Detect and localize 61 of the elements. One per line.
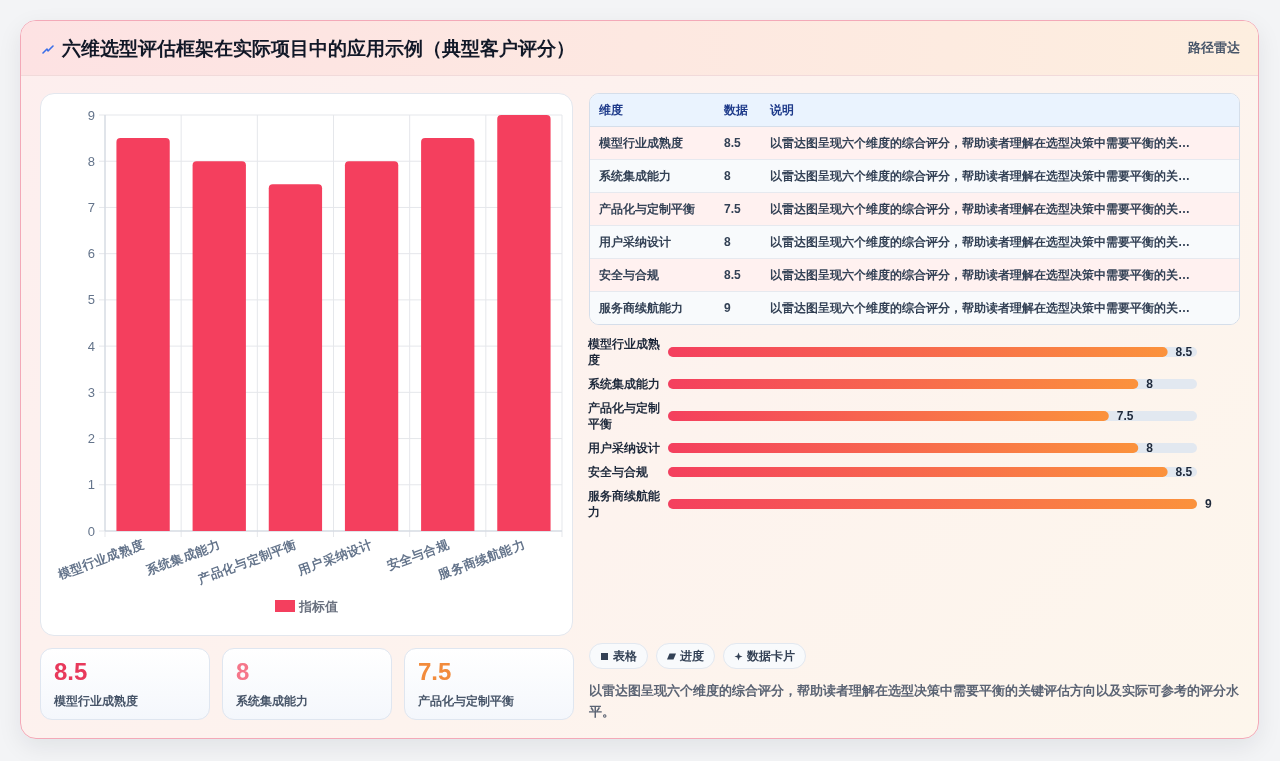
text: 数据 <box>724 102 748 118</box>
data-label: 9 <box>1205 496 1212 512</box>
category-label: 服务商续航能力 <box>599 300 683 316</box>
data-label: 9 <box>724 300 731 316</box>
y-tick-label: 4 <box>87 338 95 354</box>
category-label: 系统集成能力 <box>599 168 671 184</box>
bar <box>116 138 170 531</box>
data-label: 8 <box>1146 440 1153 456</box>
category-label: 用户采纳设计 <box>599 234 671 250</box>
text: 以雷达图呈现六个维度的综合评分，帮助读者理解在选型决策中需要平衡的关… <box>770 135 1190 151</box>
y-tick-label: 2 <box>87 431 95 447</box>
y-tick-label: 8 <box>87 153 95 169</box>
y-tick-label: 7 <box>87 199 95 215</box>
y-tick-label: 安全与合规 <box>588 464 649 480</box>
text: 产品化与定制平衡 <box>418 693 514 709</box>
text: 说明 <box>770 102 794 118</box>
text: 7.5 <box>418 658 452 686</box>
y-tick-label: 模型行业成熟度 <box>588 336 660 368</box>
y-tick-label: 3 <box>87 384 95 400</box>
text: 8.5 <box>54 658 88 686</box>
data-label: 8.5 <box>724 267 741 283</box>
legend-label: 指标值 <box>298 599 338 614</box>
y-tick-label: 产品化与定制平衡 <box>588 400 660 432</box>
data-label: 8 <box>724 234 731 250</box>
data-label: 8.5 <box>724 135 741 151</box>
text: 以雷达图呈现六个维度的综合评分，帮助读者理解在选型决策中需要平衡的关… <box>770 201 1190 217</box>
y-tick-label: 9 <box>87 107 95 123</box>
y-tick-label: 1 <box>87 477 95 493</box>
text: 表格 <box>613 649 637 664</box>
data-label: 8 <box>1146 376 1153 392</box>
text: 维度 <box>599 102 623 118</box>
x-tick-label: 用户采纳设计 <box>295 536 375 578</box>
text: 以雷达图呈现六个维度的综合评分，帮助读者理解在选型决策中需要平衡的关… <box>770 267 1190 283</box>
data-label: 7.5 <box>1116 408 1134 424</box>
bar <box>421 138 475 531</box>
text: 进度 <box>680 648 704 664</box>
text: 系统集成能力 <box>236 693 308 709</box>
bar <box>497 115 551 531</box>
bar <box>192 161 246 531</box>
bar <box>268 184 323 531</box>
y-tick-label: 服务商续航能力 <box>588 488 660 520</box>
category-label: 模型行业成熟度 <box>599 135 683 151</box>
text: 8 <box>236 658 250 686</box>
data-label: 8.5 <box>1175 464 1193 480</box>
text: 以雷达图呈现六个维度的综合评分，帮助读者理解在选型决策中需要平衡的关… <box>770 300 1190 316</box>
y-tick-label: 5 <box>87 292 95 308</box>
chart-title: 六维选型评估框架在实际项目中的应用示例（典型客户评分） <box>62 37 575 61</box>
text: 以雷达图呈现六个维度的综合评分，帮助读者理解在选型决策中需要平衡的关… <box>770 234 1190 250</box>
text: 数据卡片 <box>747 649 795 664</box>
text: 以雷达图呈现六个维度的综合评分，帮助读者理解在选型决策中需要平衡的关键评估方向以及实际可参考的评分水平。 <box>589 682 1240 721</box>
y-tick-label: 系统集成能力 <box>588 376 660 392</box>
y-tick-label: 6 <box>87 246 95 262</box>
data-label: 7.5 <box>724 201 741 217</box>
text: 路径雷达 <box>1188 40 1240 57</box>
data-label: 8 <box>724 168 731 184</box>
bar <box>344 161 399 531</box>
data-label: 8.5 <box>1175 344 1193 360</box>
category-label: 产品化与定制平衡 <box>599 201 695 217</box>
y-tick-label: 用户采纳设计 <box>588 440 660 456</box>
text: 以雷达图呈现六个维度的综合评分，帮助读者理解在选型决策中需要平衡的关… <box>770 168 1190 184</box>
y-tick-label: 0 <box>87 523 95 539</box>
